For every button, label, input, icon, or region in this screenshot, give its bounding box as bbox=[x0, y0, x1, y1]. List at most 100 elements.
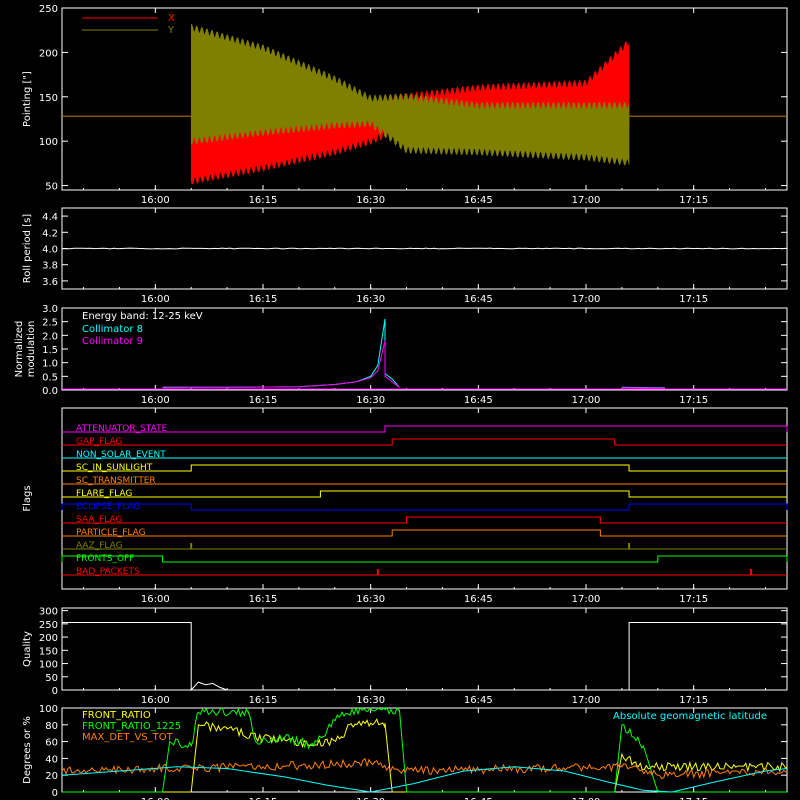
legend-label: X bbox=[168, 13, 175, 24]
y-tick-label: 150 bbox=[39, 93, 58, 104]
flag-line-saa_flag bbox=[62, 517, 787, 523]
y-tick-label: 20 bbox=[45, 771, 58, 782]
quality-panel: 16:00 16:15 16:30 16:45 17:00 17:15 0 50 100 150 2… bbox=[22, 607, 787, 706]
x-tick-label: 17:15 bbox=[679, 594, 708, 605]
x-tick-label: 16:30 bbox=[356, 594, 385, 605]
y-tick-label: 4.0 bbox=[42, 245, 58, 256]
y-tick-label: 300 bbox=[39, 607, 58, 618]
y-tick-label: 50 bbox=[45, 182, 58, 193]
flag-label: FRONTS_OFF bbox=[76, 554, 134, 564]
x-tick-label: 16:45 bbox=[464, 294, 493, 305]
x-tick-label: 17:00 bbox=[572, 195, 601, 206]
x-tick-label: 16:00 bbox=[141, 695, 170, 706]
ratios-panel: 16:00 16:15 16:30 16:45 17:00 17:15 0 20 40 60 80 1… bbox=[22, 704, 787, 800]
x-tick-label: 16:00 bbox=[141, 594, 170, 605]
pointing-panel: 16:00 16:15 16:30 16:45 17:00 17:15 50 100 150 20… bbox=[22, 4, 787, 206]
y-tick-label: 3.6 bbox=[42, 277, 58, 288]
y-axis-label: modulation bbox=[26, 321, 37, 378]
flag-line-eclipse_flag bbox=[62, 504, 787, 510]
y-tick-label: 60 bbox=[45, 738, 58, 749]
x-tick-label: 16:30 bbox=[356, 195, 385, 206]
y-tick-label: 1.5 bbox=[42, 345, 58, 356]
flag-line-particle_flag bbox=[62, 530, 787, 536]
flag-line-flare_flag bbox=[62, 491, 787, 497]
flag-label: SC_IN_SUNLIGHT bbox=[76, 463, 153, 473]
legend-label: Collimator 8 bbox=[82, 324, 143, 335]
flag-line-gap_flag bbox=[62, 439, 787, 445]
legend-label: Collimator 9 bbox=[82, 336, 143, 347]
legend-label: FRONT_RATIO bbox=[82, 710, 151, 721]
y-axis-label: Quality bbox=[22, 631, 33, 667]
x-tick-label: 17:15 bbox=[679, 395, 708, 406]
flag-label: SC_TRANSMITTER bbox=[76, 476, 156, 486]
flag-label: BAD_PACKETS bbox=[76, 567, 140, 577]
x-tick-label: 16:00 bbox=[141, 195, 170, 206]
legend-label: Y bbox=[167, 25, 175, 36]
series-collimator-8 bbox=[163, 319, 400, 387]
y-tick-label: 200 bbox=[39, 633, 58, 644]
y-axis-label: Normalized bbox=[14, 321, 25, 378]
x-tick-label: 16:15 bbox=[249, 195, 278, 206]
y-tick-label: 100 bbox=[39, 660, 58, 671]
x-tick-label: 16:15 bbox=[249, 395, 278, 406]
series-max-det-vs-tot bbox=[62, 759, 787, 779]
flag-label: ATTENUATOR_STATE bbox=[76, 424, 168, 434]
y-tick-label: 100 bbox=[39, 137, 58, 148]
x-tick-label: 16:15 bbox=[249, 594, 278, 605]
y-tick-label: 250 bbox=[39, 620, 58, 631]
y-tick-label: 4.4 bbox=[42, 212, 58, 223]
y-tick-label: 0.0 bbox=[42, 386, 58, 397]
y-tick-label: 250 bbox=[39, 4, 58, 15]
y-axis-label: Flags bbox=[22, 485, 33, 511]
flag-line-sc_in_sunlight bbox=[62, 465, 787, 471]
flag-line-fronts_off bbox=[62, 556, 787, 562]
x-tick-label: 16:45 bbox=[464, 395, 493, 406]
x-tick-label: 17:00 bbox=[572, 294, 601, 305]
y-tick-label: 3.0 bbox=[42, 304, 58, 315]
y-tick-label: 4.2 bbox=[42, 228, 58, 239]
y-axis-label: Pointing ["] bbox=[22, 71, 33, 127]
y-tick-label: 2.5 bbox=[42, 318, 58, 329]
x-tick-label: 16:45 bbox=[464, 594, 493, 605]
y-tick-label: 0 bbox=[52, 686, 58, 697]
y-tick-label: 3.8 bbox=[42, 261, 58, 272]
y-tick-label: 100 bbox=[39, 704, 58, 715]
quality-line bbox=[62, 623, 787, 691]
x-tick-label: 16:30 bbox=[356, 695, 385, 706]
x-tick-label: 16:45 bbox=[464, 195, 493, 206]
y-tick-label: 1.0 bbox=[42, 359, 58, 370]
flag-label: PARTICLE_FLAG bbox=[76, 528, 146, 538]
x-tick-label: 17:15 bbox=[679, 695, 708, 706]
y-tick-label: 80 bbox=[45, 721, 58, 732]
flag-label: AAZ_FLAG bbox=[76, 541, 123, 551]
roll-panel: 16:00 16:15 16:30 16:45 17:00 17:15 3.6 3.8 4.0 4… bbox=[22, 208, 787, 305]
x-tick-label: 16:00 bbox=[141, 395, 170, 406]
x-tick-label: 17:00 bbox=[572, 695, 601, 706]
x-tick-label: 17:00 bbox=[572, 395, 601, 406]
y-tick-label: 0 bbox=[52, 788, 58, 799]
x-tick-label: 16:30 bbox=[356, 395, 385, 406]
x-tick-label: 16:30 bbox=[356, 294, 385, 305]
y-axis-label: Degrees or % bbox=[22, 716, 33, 784]
x-tick-label: 16:15 bbox=[249, 695, 278, 706]
roll-period-line bbox=[62, 248, 786, 249]
modulation-panel: 16:00 16:15 16:30 16:45 17:00 17:15 0.0 0.5 1.0 1… bbox=[14, 304, 787, 406]
x-tick-label: 17:15 bbox=[679, 195, 708, 206]
y-axis-label: Roll period [s] bbox=[22, 214, 33, 283]
y-tick-label: 150 bbox=[39, 646, 58, 657]
x-tick-label: 17:00 bbox=[572, 594, 601, 605]
x-tick-label: 17:15 bbox=[679, 294, 708, 305]
legend-label: FRONT_RATIO_1225 bbox=[82, 721, 181, 732]
y-tick-label: 40 bbox=[45, 754, 58, 765]
flag-label: FLARE_FLAG bbox=[76, 489, 132, 499]
y-tick-label: 200 bbox=[39, 48, 58, 59]
legend-label: MAX_DET_VS_TOT bbox=[82, 732, 174, 743]
flags-panel: 16:00 16:15 16:30 16:45 17:00 17:15 Flags ATTEN… bbox=[22, 408, 787, 605]
annotation: Energy band: 12-25 keV bbox=[82, 311, 203, 322]
flag-label: SAA_FLAG bbox=[76, 515, 122, 525]
y-tick-label: 0.5 bbox=[42, 372, 58, 383]
flag-line-attenuator_state bbox=[62, 426, 787, 432]
y-tick-label: 2.0 bbox=[42, 331, 58, 342]
legend-label: Absolute geomagnetic latitude bbox=[613, 711, 767, 722]
